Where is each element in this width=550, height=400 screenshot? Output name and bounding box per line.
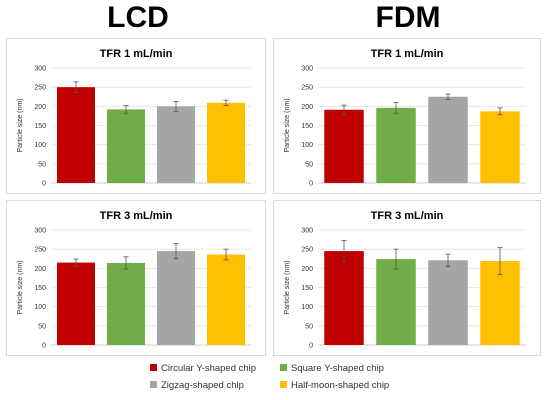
bar: [157, 251, 195, 345]
bar: [480, 111, 520, 183]
chart-panel-lcd-tfr1: TFR 1 mL/min 0 50 100 150 200 250 300 Particle s…: [6, 38, 266, 194]
y-tick-label: 200: [301, 104, 313, 111]
bar: [57, 87, 95, 183]
chart-panel-fdm-tfr1: TFR 1 mL/min 0 50 100 150 200 250 300 Particle s…: [273, 38, 541, 194]
bar: [207, 254, 245, 345]
y-tick-label: 0: [42, 181, 46, 188]
chart-title: TFR 3 mL/min: [100, 210, 173, 222]
y-tick-label: 100: [301, 142, 313, 149]
chart-title: TFR 3 mL/min: [371, 210, 444, 222]
y-tick-label: 250: [301, 85, 313, 92]
y-tick-label: 300: [301, 228, 313, 235]
legend-item: Square Y-shaped chip: [280, 362, 384, 376]
legend-item: Zigzag-shaped chip: [150, 379, 244, 393]
y-axis-label: Particle size (nm): [17, 260, 24, 314]
y-tick-label: 200: [301, 266, 313, 273]
y-tick-label: 300: [34, 66, 46, 73]
legend-label: Square Y-shaped chip: [291, 363, 384, 374]
y-tick-label: 150: [301, 123, 313, 130]
y-tick-label: 250: [34, 247, 46, 254]
y-tick-label: 150: [34, 123, 46, 130]
fdm-column-title: FDM: [375, 1, 441, 34]
legend: Circular Y-shaped chip Square Y-shaped c…: [150, 360, 410, 396]
y-tick-label: 50: [305, 161, 313, 168]
y-tick-label: 50: [38, 323, 46, 330]
legend-swatch: [280, 363, 287, 371]
legend-label: Half-moon-shaped chip: [291, 380, 390, 391]
chart-title: TFR 1 mL/min: [371, 48, 444, 60]
y-tick-label: 300: [34, 228, 46, 235]
chart-svg: TFR 1 mL/min 0 50 100 150 200 250 300 Particle s…: [284, 48, 526, 188]
bar: [376, 259, 416, 345]
y-tick-label: 300: [301, 66, 313, 73]
y-tick-label: 150: [34, 285, 46, 292]
bar: [57, 262, 95, 345]
y-tick-label: 200: [34, 104, 46, 111]
chart-panel-fdm-tfr3: TFR 3 mL/min 0 50 100 150 200 250 300 Particle s…: [273, 200, 541, 356]
bar: [107, 262, 145, 345]
legend-label: Zigzag-shaped chip: [161, 380, 244, 391]
y-axis-label: Particle size (nm): [284, 98, 291, 152]
bar: [324, 109, 364, 183]
y-tick-label: 100: [34, 142, 46, 149]
y-axis-label: Particle size (nm): [17, 98, 24, 152]
y-tick-label: 100: [34, 304, 46, 311]
bar: [207, 102, 245, 183]
chart-svg: TFR 3 mL/min 0 50 100 150 200 250 300 Particle s…: [17, 210, 251, 350]
y-tick-label: 250: [34, 85, 46, 92]
legend-label: Circular Y-shaped chip: [161, 363, 257, 374]
y-tick-label: 50: [38, 161, 46, 168]
y-tick-label: 50: [305, 323, 313, 330]
legend-item: Circular Y-shaped chip: [150, 362, 256, 376]
chart-title: TFR 1 mL/min: [100, 48, 173, 60]
chart-svg: TFR 3 mL/min 0 50 100 150 200 250 300 Particle s…: [284, 210, 526, 350]
legend-swatch: [150, 380, 157, 388]
bar: [107, 109, 145, 183]
y-tick-label: 150: [301, 285, 313, 292]
bar: [324, 251, 364, 345]
y-tick-label: 0: [42, 343, 46, 350]
bar: [376, 107, 416, 183]
y-tick-label: 0: [309, 181, 313, 188]
y-tick-label: 200: [34, 266, 46, 273]
legend-item: Half-moon-shaped chip: [280, 379, 389, 393]
chart-panel-lcd-tfr3: TFR 3 mL/min 0 50 100 150 200 250 300 Particle s…: [6, 200, 266, 356]
bar: [428, 96, 468, 183]
bar: [480, 261, 520, 345]
legend-swatch: [280, 380, 287, 388]
y-tick-label: 250: [301, 247, 313, 254]
lcd-column-title: LCD: [107, 1, 169, 34]
y-tick-label: 0: [309, 343, 313, 350]
chart-svg: TFR 1 mL/min 0 50 100 150 200 250 300 Particle s…: [17, 48, 251, 188]
y-tick-label: 100: [301, 304, 313, 311]
y-axis-label: Particle size (nm): [284, 260, 291, 314]
bar: [428, 260, 468, 345]
legend-swatch: [150, 363, 157, 371]
bar: [157, 106, 195, 183]
